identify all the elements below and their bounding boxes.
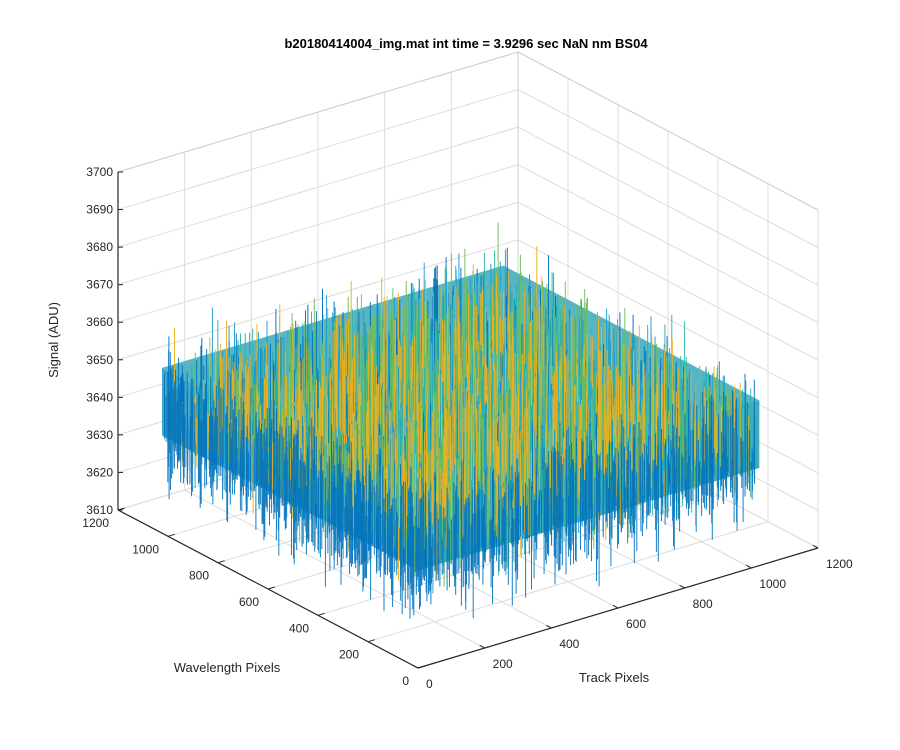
- y-tick-label: 600: [239, 595, 259, 609]
- y-tick: [167, 533, 175, 537]
- x-axis-label: Track Pixels: [579, 670, 650, 685]
- z-tick-label: 3640: [86, 390, 113, 404]
- wall-gridline: [517, 126, 819, 286]
- x-tick-label: 1000: [759, 577, 786, 591]
- y-tick: [217, 560, 225, 564]
- wall-gridline: [117, 201, 519, 323]
- z-tick-label: 3660: [86, 315, 113, 329]
- floor-gridline: [367, 521, 769, 643]
- x-tick-label: 200: [493, 657, 513, 671]
- x-tick-label: 400: [559, 637, 579, 651]
- y-tick: [267, 586, 275, 590]
- z-tick-label: 3650: [86, 353, 113, 367]
- wall-gridline: [117, 126, 519, 248]
- y-tick: [367, 639, 375, 643]
- tick-labels: 3610 3620 3630 3640 3650 3660 3670 3680 3690 3700…: [82, 165, 853, 691]
- z-axis-label: Signal (ADU): [46, 302, 61, 378]
- x-tick: [612, 604, 619, 609]
- x-tick: [412, 664, 419, 669]
- wall-gridline: [517, 239, 819, 399]
- wall-gridline: [517, 89, 819, 248]
- y-tick: [317, 612, 325, 616]
- z-tick-label: 3670: [86, 278, 113, 292]
- y-tick-label: 400: [289, 621, 309, 635]
- z-tick-label: 3700: [86, 165, 113, 179]
- z-tick-label: 3680: [86, 240, 113, 254]
- x-tick: [679, 584, 685, 589]
- x-tick-label: 1200: [826, 557, 853, 571]
- wall-gridline: [517, 201, 819, 361]
- box-edge: [117, 51, 519, 173]
- y-tick-label: 1200: [82, 516, 109, 530]
- y-tick: [117, 507, 125, 511]
- y-axis-label: Wavelength Pixels: [174, 660, 281, 675]
- wall-gridline: [517, 164, 819, 324]
- y-tick-label: 0: [402, 674, 409, 688]
- wall-gridline: [117, 89, 519, 211]
- y-tick-label: 800: [189, 569, 209, 583]
- x-tick-label: 0: [426, 677, 433, 691]
- y-tick-label: 200: [339, 648, 359, 662]
- x-tick: [812, 544, 819, 549]
- x-tick: [479, 644, 485, 649]
- x-tick: [546, 624, 552, 629]
- box-edge: [517, 51, 819, 211]
- chart-title: b20180414004_img.mat int time = 3.9296 s…: [284, 36, 648, 51]
- surface-plot: [162, 222, 760, 619]
- z-tick-label: 3610: [86, 503, 113, 517]
- x-tick-label: 800: [693, 597, 713, 611]
- y-tick-label: 1000: [132, 542, 159, 556]
- z-tick-label: 3630: [86, 428, 113, 442]
- surface-edge-spikes: [164, 336, 756, 619]
- front-axes: [117, 171, 819, 669]
- x-tick: [746, 564, 752, 569]
- z-tick-label: 3690: [86, 203, 113, 217]
- x-tick-label: 600: [626, 617, 646, 631]
- y-tick: [417, 665, 425, 669]
- wall-gridline: [117, 164, 519, 286]
- z-tick-label: 3620: [86, 465, 113, 479]
